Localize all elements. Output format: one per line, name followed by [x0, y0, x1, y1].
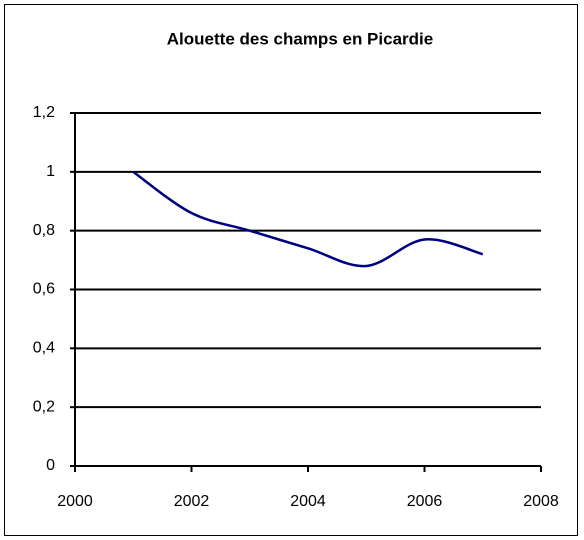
y-tick-label: 0,2: [33, 398, 55, 415]
y-tick-label: 0,8: [33, 222, 55, 239]
x-tick-label: 2004: [290, 493, 326, 510]
x-tick-label: 2006: [407, 493, 443, 510]
chart-title: Alouette des champs en Picardie: [167, 29, 433, 48]
x-tick-label: 2000: [57, 493, 93, 510]
y-tick-label: 1: [46, 163, 55, 180]
y-tick-label: 0,6: [33, 281, 55, 298]
x-tick-label: 2002: [174, 493, 210, 510]
y-tick-label: 0: [46, 457, 55, 474]
chart-border: [4, 4, 578, 536]
y-tick-label: 1,2: [33, 104, 55, 121]
y-tick-label: 0,4: [33, 340, 55, 357]
x-tick-label: 2008: [523, 493, 559, 510]
line-series: [132, 170, 484, 268]
